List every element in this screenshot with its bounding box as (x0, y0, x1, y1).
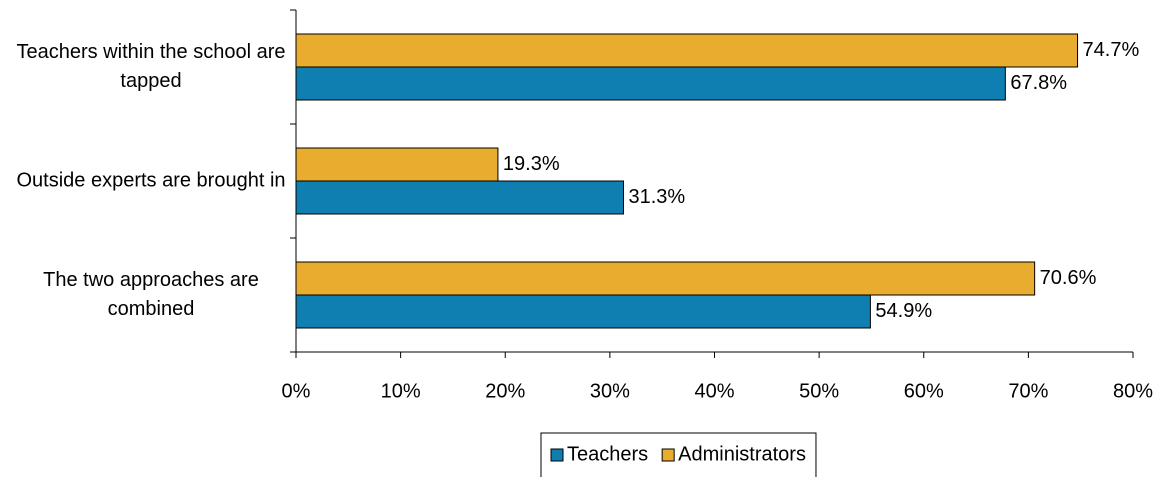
x-tick-label: 20% (485, 380, 525, 402)
x-tick-label: 10% (381, 380, 421, 402)
bar (295, 33, 1079, 68)
value-label: 67.8% (1010, 72, 1067, 94)
legend-label: Administrators (678, 443, 806, 465)
legend-label: Teachers (567, 443, 648, 465)
x-tick-label: 60% (904, 380, 944, 402)
bar (295, 66, 1006, 101)
y-tick-label: Teachers within the school are tapped (16, 41, 286, 92)
y-tick-label: Outside experts are brought in (16, 169, 286, 192)
x-tick-label: 0% (282, 380, 311, 402)
bar (295, 294, 871, 329)
x-tick-label: 80% (1113, 380, 1153, 402)
bar (295, 180, 624, 215)
value-label: 70.6% (1040, 267, 1097, 289)
x-tick-label: 70% (1008, 380, 1048, 402)
x-tick-label: 50% (799, 380, 839, 402)
x-tick-label: 40% (694, 380, 734, 402)
value-label: 54.9% (875, 300, 932, 322)
legend-swatch (550, 448, 564, 462)
value-label: 19.3% (503, 153, 560, 175)
y-tick-label: The two approaches are combined (43, 269, 259, 320)
x-tick-label: 30% (590, 380, 630, 402)
bar (295, 261, 1036, 296)
bar (295, 147, 499, 182)
legend-swatch (661, 448, 675, 462)
legend-box (540, 432, 817, 477)
value-label: 74.7% (1083, 39, 1140, 61)
value-label: 31.3% (628, 186, 685, 208)
